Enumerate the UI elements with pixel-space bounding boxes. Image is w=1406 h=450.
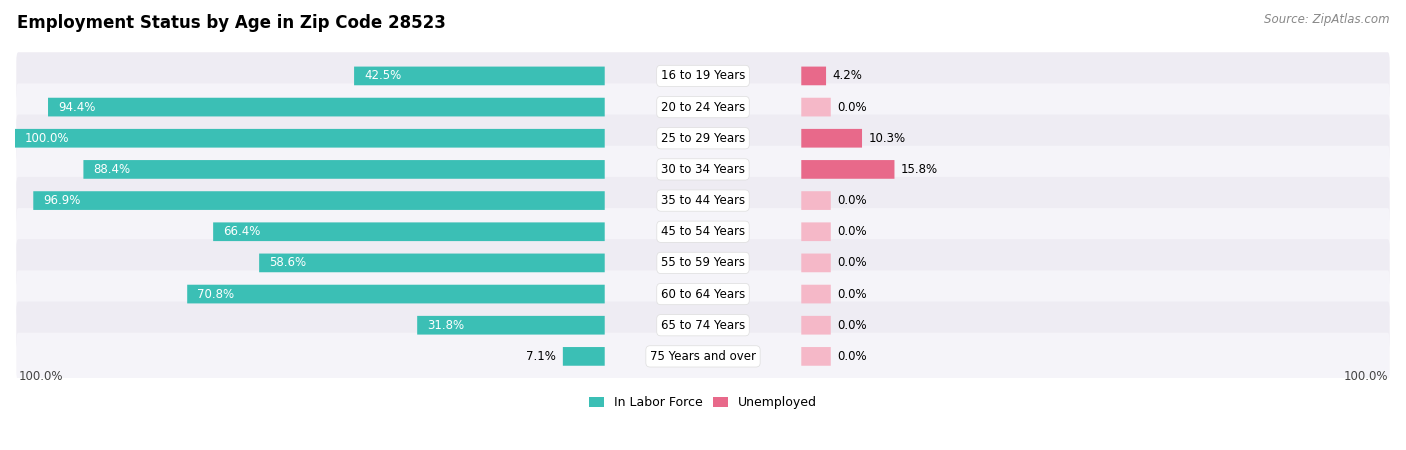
FancyBboxPatch shape <box>15 129 605 148</box>
Legend: In Labor Force, Unemployed: In Labor Force, Unemployed <box>583 392 823 414</box>
FancyBboxPatch shape <box>17 146 1389 193</box>
Text: 0.0%: 0.0% <box>838 319 868 332</box>
FancyBboxPatch shape <box>801 160 894 179</box>
Text: 60 to 64 Years: 60 to 64 Years <box>661 288 745 301</box>
Text: 75 Years and over: 75 Years and over <box>650 350 756 363</box>
Text: 58.6%: 58.6% <box>269 256 307 270</box>
FancyBboxPatch shape <box>17 270 1389 318</box>
FancyBboxPatch shape <box>259 253 605 272</box>
Text: 20 to 24 Years: 20 to 24 Years <box>661 101 745 113</box>
FancyBboxPatch shape <box>17 52 1389 99</box>
FancyBboxPatch shape <box>801 129 862 148</box>
Text: 100.0%: 100.0% <box>25 132 69 145</box>
FancyBboxPatch shape <box>214 222 605 241</box>
FancyBboxPatch shape <box>801 67 827 86</box>
Text: 100.0%: 100.0% <box>18 370 63 383</box>
FancyBboxPatch shape <box>83 160 605 179</box>
Text: 0.0%: 0.0% <box>838 256 868 270</box>
Text: 7.1%: 7.1% <box>526 350 557 363</box>
Text: 31.8%: 31.8% <box>427 319 464 332</box>
Text: 30 to 34 Years: 30 to 34 Years <box>661 163 745 176</box>
FancyBboxPatch shape <box>48 98 605 117</box>
Text: 25 to 29 Years: 25 to 29 Years <box>661 132 745 145</box>
Text: 65 to 74 Years: 65 to 74 Years <box>661 319 745 332</box>
Text: 88.4%: 88.4% <box>93 163 131 176</box>
FancyBboxPatch shape <box>17 333 1389 380</box>
Text: 0.0%: 0.0% <box>838 194 868 207</box>
Text: 35 to 44 Years: 35 to 44 Years <box>661 194 745 207</box>
Text: 100.0%: 100.0% <box>1343 370 1388 383</box>
Text: 0.0%: 0.0% <box>838 101 868 113</box>
Text: 42.5%: 42.5% <box>364 69 401 82</box>
Text: 0.0%: 0.0% <box>838 288 868 301</box>
Text: 16 to 19 Years: 16 to 19 Years <box>661 69 745 82</box>
Text: 70.8%: 70.8% <box>197 288 235 301</box>
Text: 0.0%: 0.0% <box>838 350 868 363</box>
Text: Source: ZipAtlas.com: Source: ZipAtlas.com <box>1264 14 1389 27</box>
Text: 45 to 54 Years: 45 to 54 Years <box>661 225 745 238</box>
FancyBboxPatch shape <box>354 67 605 86</box>
FancyBboxPatch shape <box>801 316 831 335</box>
FancyBboxPatch shape <box>187 285 605 303</box>
FancyBboxPatch shape <box>17 115 1389 162</box>
Text: Employment Status by Age in Zip Code 28523: Employment Status by Age in Zip Code 285… <box>17 14 446 32</box>
Text: 96.9%: 96.9% <box>44 194 80 207</box>
FancyBboxPatch shape <box>17 177 1389 224</box>
FancyBboxPatch shape <box>17 239 1389 287</box>
Text: 15.8%: 15.8% <box>901 163 938 176</box>
FancyBboxPatch shape <box>801 285 831 303</box>
Text: 0.0%: 0.0% <box>838 225 868 238</box>
Text: 55 to 59 Years: 55 to 59 Years <box>661 256 745 270</box>
Text: 10.3%: 10.3% <box>869 132 905 145</box>
FancyBboxPatch shape <box>801 191 831 210</box>
FancyBboxPatch shape <box>801 222 831 241</box>
FancyBboxPatch shape <box>17 83 1389 131</box>
Text: 94.4%: 94.4% <box>58 101 96 113</box>
FancyBboxPatch shape <box>801 253 831 272</box>
Text: 4.2%: 4.2% <box>832 69 862 82</box>
FancyBboxPatch shape <box>34 191 605 210</box>
FancyBboxPatch shape <box>562 347 605 366</box>
FancyBboxPatch shape <box>801 98 831 117</box>
Text: 66.4%: 66.4% <box>224 225 260 238</box>
FancyBboxPatch shape <box>801 347 831 366</box>
FancyBboxPatch shape <box>17 302 1389 349</box>
FancyBboxPatch shape <box>17 208 1389 256</box>
FancyBboxPatch shape <box>418 316 605 335</box>
